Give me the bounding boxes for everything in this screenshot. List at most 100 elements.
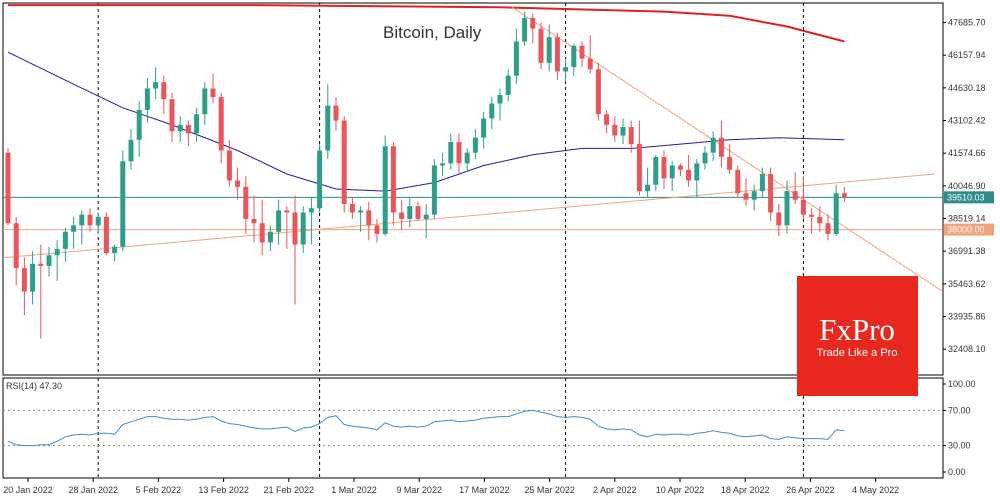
rsi-label: RSI(14) 47.30 xyxy=(6,381,62,391)
x-tick-label: 25 Mar 2022 xyxy=(524,485,575,495)
candle xyxy=(202,82,208,125)
candle xyxy=(177,116,183,142)
candle-body xyxy=(423,214,429,219)
candle-body xyxy=(710,137,716,153)
candle xyxy=(267,225,273,251)
candle xyxy=(817,206,823,232)
candle-body xyxy=(267,231,273,243)
candle xyxy=(128,129,134,170)
candle-body xyxy=(686,169,692,181)
candle-body xyxy=(694,163,700,181)
candle xyxy=(13,216,19,286)
candle xyxy=(456,133,462,175)
candle-body xyxy=(300,212,306,245)
candle xyxy=(218,92,224,164)
candle xyxy=(833,184,839,237)
candle xyxy=(292,195,298,305)
candle-body xyxy=(645,184,651,192)
candle-body xyxy=(677,165,683,170)
candle xyxy=(784,180,790,234)
candle xyxy=(71,216,77,249)
candle-body xyxy=(497,94,503,104)
candle-body xyxy=(358,210,364,213)
candle xyxy=(366,201,372,241)
candle-body xyxy=(809,214,815,217)
candle-body xyxy=(62,231,68,249)
x-tick-label: 17 Mar 2022 xyxy=(459,485,510,495)
candle-body xyxy=(735,169,741,194)
trendline-support xyxy=(3,173,935,259)
candle-body xyxy=(194,114,200,134)
candle xyxy=(661,150,667,189)
candle-body xyxy=(390,146,396,213)
ma50-line xyxy=(7,51,845,192)
candle xyxy=(489,97,495,130)
candle-body xyxy=(161,82,167,100)
candle-body xyxy=(202,88,208,115)
chart-title: Bitcoin, Daily xyxy=(383,23,482,42)
candle-body xyxy=(415,206,421,219)
y-tick-label: 40046.90 xyxy=(948,181,986,191)
x-tick-label: 20 Jan 2022 xyxy=(3,485,53,495)
price-frame xyxy=(2,2,944,376)
candle xyxy=(341,116,347,213)
y-tick-label: 44630.18 xyxy=(948,83,986,93)
x-tick-label: 13 Feb 2022 xyxy=(198,485,249,495)
candle xyxy=(144,77,150,123)
candle xyxy=(677,163,683,177)
candle-body xyxy=(292,212,298,245)
candle-body xyxy=(448,141,454,164)
candle xyxy=(645,167,651,198)
candle-body xyxy=(653,156,659,185)
candle-body xyxy=(30,263,36,292)
candle-body xyxy=(54,248,60,256)
candle xyxy=(300,206,306,254)
candle xyxy=(497,88,503,121)
candle xyxy=(768,167,774,222)
x-tick-label: 2 Apr 2022 xyxy=(593,485,637,495)
candle-body xyxy=(46,255,52,266)
candle-body xyxy=(620,127,626,136)
candle-body xyxy=(284,210,290,213)
candle xyxy=(284,206,290,249)
candle-body xyxy=(177,124,183,132)
candle xyxy=(374,218,380,243)
candle xyxy=(95,212,101,234)
candle-body xyxy=(825,223,831,234)
candle xyxy=(5,148,11,226)
candle xyxy=(251,195,257,243)
candle xyxy=(185,120,191,147)
candle-body xyxy=(456,141,462,164)
candle xyxy=(161,75,167,115)
candle-body xyxy=(718,137,724,157)
candle-body xyxy=(579,45,585,59)
candle-body xyxy=(153,82,159,89)
candle xyxy=(235,167,241,200)
candle xyxy=(604,109,610,134)
candle xyxy=(669,161,675,192)
candle-body xyxy=(235,180,241,187)
candle-body xyxy=(743,193,749,200)
candle xyxy=(522,11,528,46)
y-tick-label: 43102.42 xyxy=(948,116,986,126)
candle xyxy=(153,67,159,100)
candle-body xyxy=(276,210,282,232)
candle-body xyxy=(38,263,44,266)
candle xyxy=(243,176,249,234)
candle-body xyxy=(87,214,93,226)
candle xyxy=(120,150,126,251)
x-tick-label: 26 Apr 2022 xyxy=(786,485,835,495)
candle xyxy=(563,58,569,83)
ma200-line xyxy=(8,4,845,43)
candle-body xyxy=(21,268,27,292)
candle xyxy=(46,246,52,277)
x-tick-label: 28 Jan 2022 xyxy=(68,485,118,495)
candle xyxy=(276,199,282,245)
y-tick-label: 41574.66 xyxy=(948,148,986,158)
candle xyxy=(505,69,511,102)
candle-body xyxy=(612,124,618,136)
candle-body xyxy=(317,150,323,209)
candle-body xyxy=(481,118,487,138)
y-tick-label: 47685.70 xyxy=(948,18,986,28)
